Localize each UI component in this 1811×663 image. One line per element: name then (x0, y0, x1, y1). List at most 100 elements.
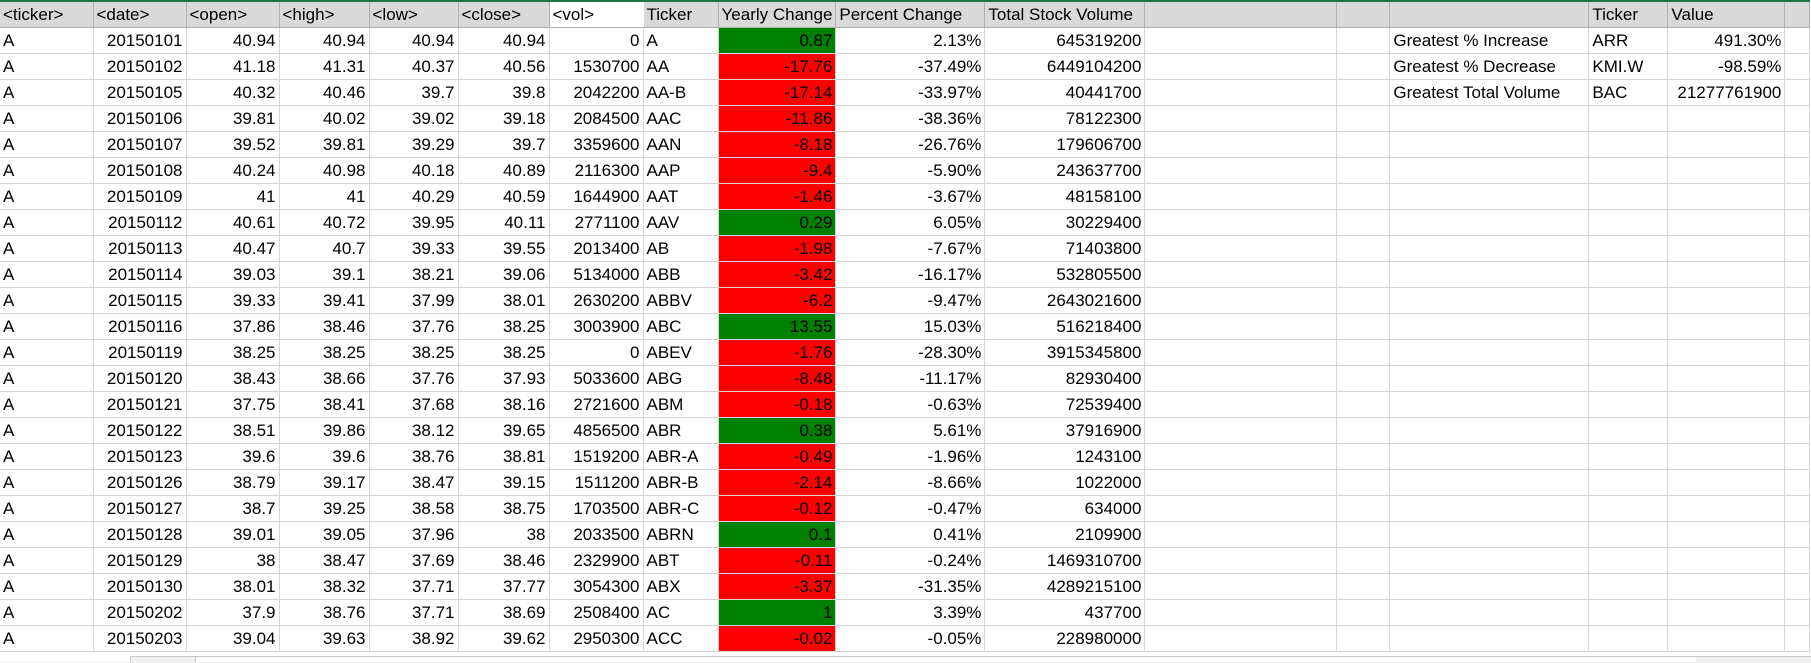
cell-open[interactable]: 38.25 (186, 339, 280, 366)
cell-blank[interactable] (1588, 573, 1669, 600)
cell-close[interactable]: 38.25 (458, 339, 550, 366)
cell-blank[interactable] (1389, 521, 1590, 548)
cell-vol[interactable]: 1703500 (549, 495, 644, 522)
cell-open[interactable]: 40.61 (186, 209, 280, 236)
header-cell-percent-change[interactable]: Percent Change (835, 0, 986, 28)
cell-total-stock-volume[interactable]: 1469310700 (984, 547, 1146, 574)
cell-blank[interactable] (1144, 313, 1338, 340)
cell-close[interactable]: 37.77 (458, 573, 550, 600)
cell-blank[interactable] (1144, 105, 1338, 132)
cell-low[interactable]: 37.76 (369, 365, 459, 392)
cell-blank[interactable] (1336, 417, 1391, 444)
cell-vol[interactable]: 3003900 (549, 313, 644, 340)
cell-high[interactable]: 41.31 (279, 53, 370, 80)
cell-open[interactable]: 38.7 (186, 495, 280, 522)
cell-blank[interactable] (1389, 339, 1590, 366)
cell-blank[interactable] (1784, 365, 1811, 392)
cell-blank[interactable] (1389, 391, 1590, 418)
cell-blank[interactable] (1667, 469, 1786, 496)
header-cell-close[interactable]: <close> (458, 0, 550, 28)
cell-total-stock-volume[interactable]: 2643021600 (984, 287, 1146, 314)
cell-percent-change[interactable]: 2.13% (835, 27, 986, 54)
cell-blank[interactable] (1144, 131, 1338, 158)
cell-yearly-change[interactable]: -3.37 (718, 573, 837, 600)
cell-blank[interactable] (1667, 105, 1786, 132)
cell-low[interactable]: 37.99 (369, 287, 459, 314)
cell-vol[interactable]: 1519200 (549, 443, 644, 470)
cell-blank[interactable] (1389, 573, 1590, 600)
cell-blank[interactable] (1336, 261, 1391, 288)
cell-close[interactable]: 38.16 (458, 391, 550, 418)
cell-yearly-change[interactable]: -0.18 (718, 391, 837, 418)
cell-blank[interactable] (1336, 313, 1391, 340)
cell-date[interactable]: 20150114 (93, 261, 187, 288)
cell-blank[interactable] (1784, 157, 1811, 184)
cell-high[interactable]: 40.7 (279, 235, 370, 262)
cell-percent-change[interactable]: -1.96% (835, 443, 986, 470)
cell-low[interactable]: 39.33 (369, 235, 459, 262)
cell-open[interactable]: 40.94 (186, 27, 280, 54)
cell-blank[interactable] (1144, 547, 1338, 574)
cell-blank[interactable] (1389, 443, 1590, 470)
cell-percent-change[interactable]: -33.97% (835, 79, 986, 106)
cell-blank[interactable] (1389, 417, 1590, 444)
cell-close[interactable]: 39.55 (458, 235, 550, 262)
cell-date[interactable]: 20150127 (93, 495, 187, 522)
cell-blank[interactable] (1667, 209, 1786, 236)
cell-date[interactable]: 20150108 (93, 157, 187, 184)
cell-blank[interactable] (1588, 417, 1669, 444)
header-cell-total-stock-volume[interactable]: Total Stock Volume (984, 0, 1146, 28)
scrollbar-thumb[interactable] (195, 657, 1696, 662)
cell-total-stock-volume[interactable]: 40441700 (984, 79, 1146, 106)
cell-summary-ticker[interactable]: AA-B (643, 79, 719, 106)
cell-close[interactable]: 39.18 (458, 105, 550, 132)
cell-blank[interactable] (1336, 131, 1391, 158)
cell-yearly-change[interactable]: -11.86 (718, 105, 837, 132)
cell-blank[interactable] (1784, 53, 1811, 80)
cell-summary-ticker[interactable]: ABM (643, 391, 719, 418)
cell-blank[interactable] (1336, 599, 1391, 626)
cell-total-stock-volume[interactable]: 48158100 (984, 183, 1146, 210)
cell-open[interactable]: 41.18 (186, 53, 280, 80)
cell-open[interactable]: 39.6 (186, 443, 280, 470)
cell-yearly-change[interactable]: -9.4 (718, 157, 837, 184)
cell-close[interactable]: 38.75 (458, 495, 550, 522)
cell-total-stock-volume[interactable]: 3915345800 (984, 339, 1146, 366)
cell-greatest-label[interactable]: Greatest Total Volume (1389, 79, 1590, 106)
cell-blank[interactable] (1336, 547, 1391, 574)
cell-percent-change[interactable]: -0.05% (835, 625, 986, 652)
cell-yearly-change[interactable]: 13.55 (718, 313, 837, 340)
cell-total-stock-volume[interactable]: 243637700 (984, 157, 1146, 184)
cell-blank[interactable] (1667, 495, 1786, 522)
cell-close[interactable]: 38.69 (458, 599, 550, 626)
cell-blank[interactable] (1144, 495, 1338, 522)
cell-date[interactable]: 20150107 (93, 131, 187, 158)
cell-open[interactable]: 39.52 (186, 131, 280, 158)
cell-percent-change[interactable]: -31.35% (835, 573, 986, 600)
cell-vol[interactable]: 2116300 (549, 157, 644, 184)
cell-low[interactable]: 40.18 (369, 157, 459, 184)
cell-summary-ticker[interactable]: AAP (643, 157, 719, 184)
cell-yearly-change[interactable]: -0.49 (718, 443, 837, 470)
cell-blank[interactable] (1667, 443, 1786, 470)
header-cell-blank[interactable] (1336, 0, 1391, 28)
cell-blank[interactable] (1336, 157, 1391, 184)
cell-low[interactable]: 37.76 (369, 313, 459, 340)
cell-close[interactable]: 39.65 (458, 417, 550, 444)
cell-close[interactable]: 39.06 (458, 261, 550, 288)
cell-open[interactable]: 38.51 (186, 417, 280, 444)
cell-close[interactable]: 37.93 (458, 365, 550, 392)
cell-total-stock-volume[interactable]: 78122300 (984, 105, 1146, 132)
cell-blank[interactable] (1389, 495, 1590, 522)
cell-blank[interactable] (1588, 261, 1669, 288)
cell-yearly-change[interactable]: -0.11 (718, 547, 837, 574)
cell-blank[interactable] (1144, 365, 1338, 392)
cell-summary-ticker[interactable]: AB (643, 235, 719, 262)
cell-low[interactable]: 37.68 (369, 391, 459, 418)
cell-high[interactable]: 39.86 (279, 417, 370, 444)
cell-ticker[interactable]: A (0, 157, 94, 184)
cell-total-stock-volume[interactable]: 4289215100 (984, 573, 1146, 600)
cell-yearly-change[interactable]: 0.38 (718, 417, 837, 444)
cell-summary-ticker[interactable]: ABG (643, 365, 719, 392)
cell-date[interactable]: 20150109 (93, 183, 187, 210)
